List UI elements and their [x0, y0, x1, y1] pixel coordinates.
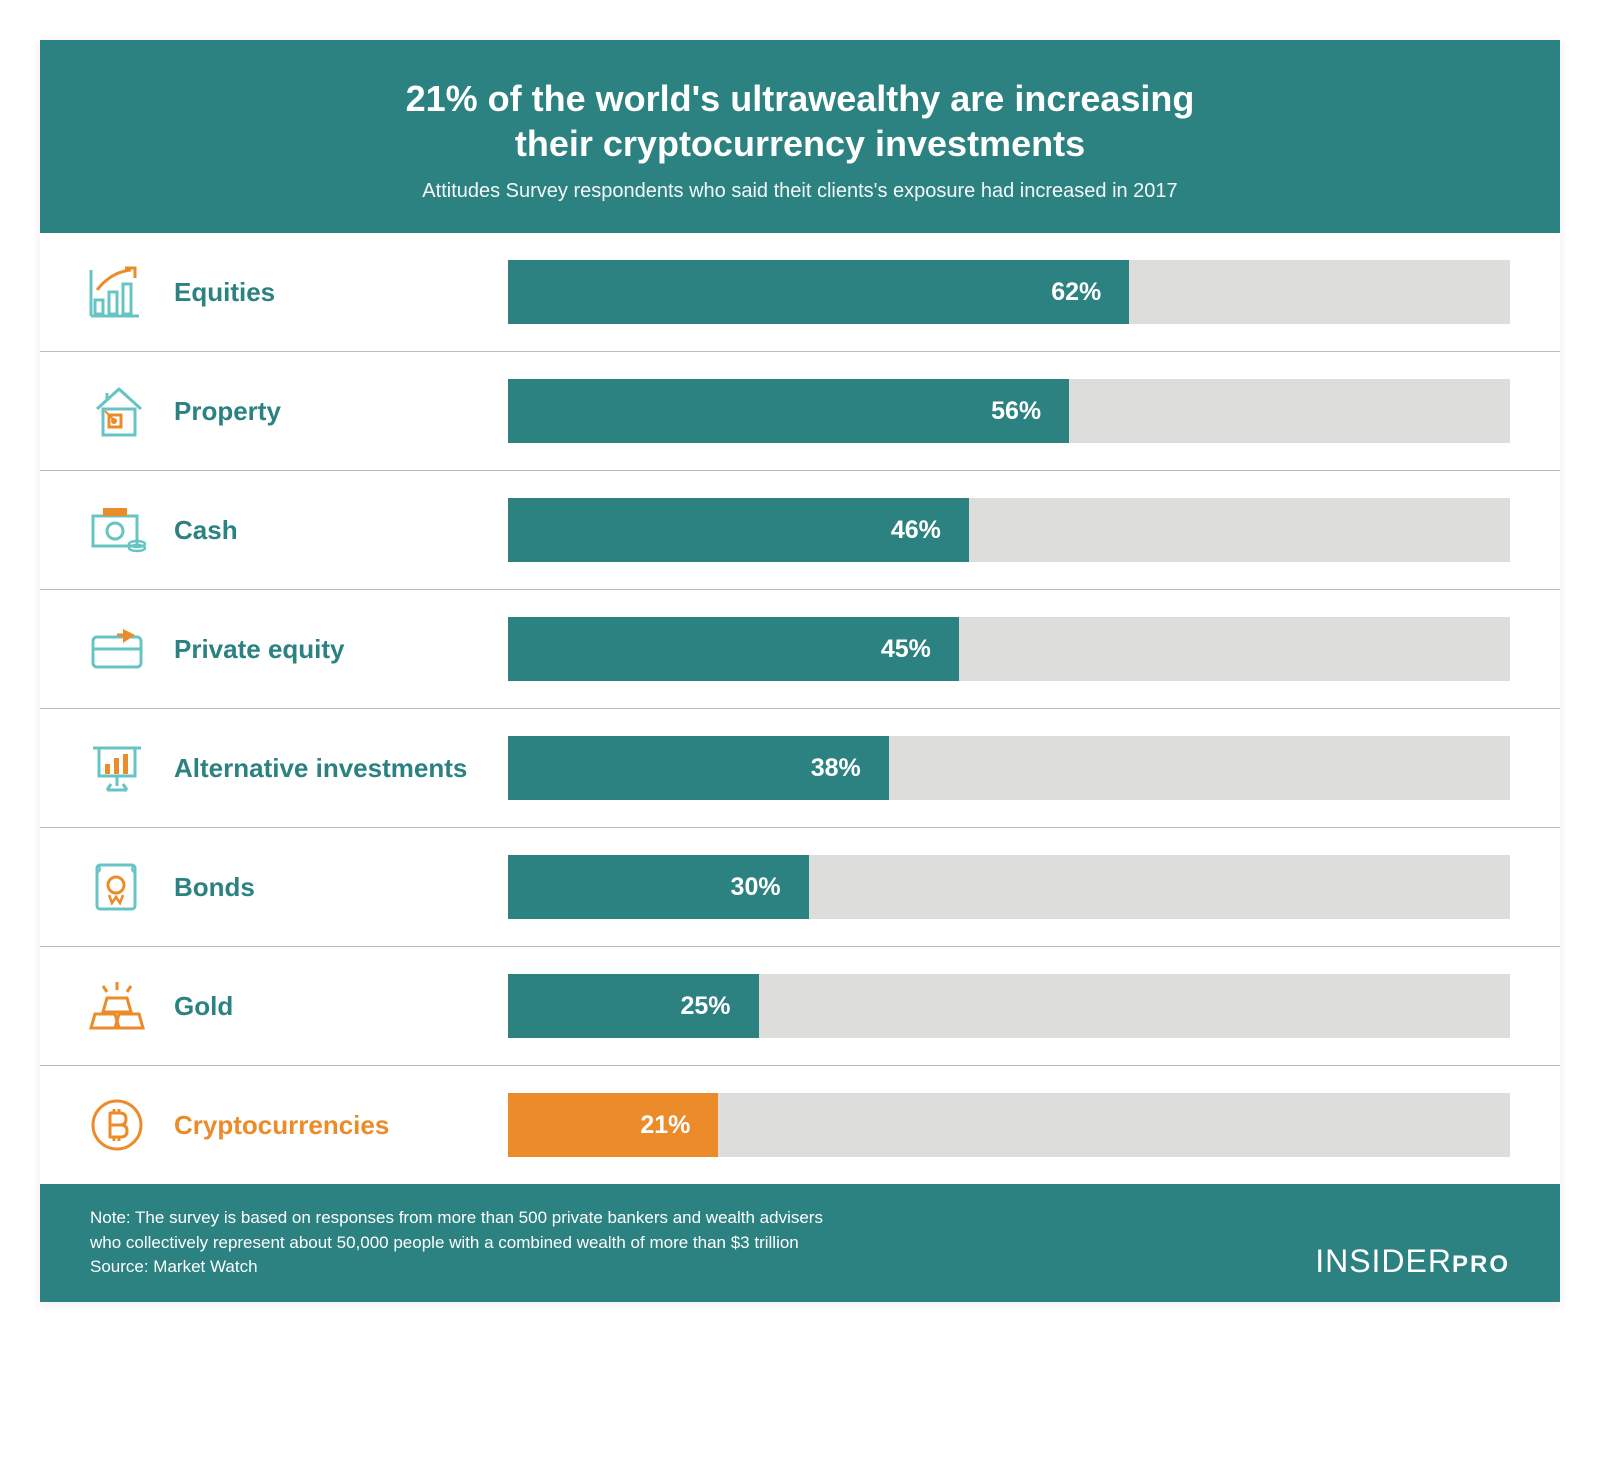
logo: INSIDERPRO: [1315, 1243, 1510, 1280]
crypto-icon: [80, 1090, 158, 1160]
row-bonds: Bonds 30%: [40, 828, 1560, 947]
chart-card: 21% of the world's ultrawealthy are incr…: [40, 40, 1560, 1302]
bar-track: 45%: [508, 617, 1510, 681]
bar-track: 56%: [508, 379, 1510, 443]
bar-fill-bonds: 30%: [508, 855, 809, 919]
chart-rows: Equities 62%: [40, 233, 1560, 1184]
bar-fill-equities: 62%: [508, 260, 1129, 324]
title-line-2: their cryptocurrency investments: [515, 123, 1085, 164]
row-alternative: Alternative investments 38%: [40, 709, 1560, 828]
chart-title: 21% of the world's ultrawealthy are incr…: [100, 76, 1500, 166]
logo-suffix: PRO: [1452, 1251, 1510, 1278]
row-property: Property 56%: [40, 352, 1560, 471]
row-crypto: Cryptocurrencies 21%: [40, 1066, 1560, 1184]
label-property: Property: [158, 396, 508, 427]
bar-track: 30%: [508, 855, 1510, 919]
bar-fill-alternative: 38%: [508, 736, 889, 800]
property-icon: [80, 376, 158, 446]
logo-main: INSIDER: [1315, 1243, 1452, 1279]
bar-track: 38%: [508, 736, 1510, 800]
private-equity-icon: [80, 614, 158, 684]
gold-icon: [80, 971, 158, 1041]
label-gold: Gold: [158, 991, 508, 1022]
chart-subtitle: Attitudes Survey respondents who said th…: [100, 180, 1500, 203]
bar-value-gold: 25%: [680, 992, 730, 1021]
bar-track: 46%: [508, 498, 1510, 562]
bar-value-property: 56%: [991, 397, 1041, 426]
bar-value-crypto: 21%: [640, 1111, 690, 1140]
equities-icon: [80, 257, 158, 327]
bar-fill-crypto: 21%: [508, 1093, 718, 1157]
row-equities: Equities 62%: [40, 233, 1560, 352]
cash-icon: [80, 495, 158, 565]
bar-value-private-equity: 45%: [881, 635, 931, 664]
bar-fill-gold: 25%: [508, 974, 759, 1038]
label-bonds: Bonds: [158, 872, 508, 903]
bar-track: 62%: [508, 260, 1510, 324]
alternative-icon: [80, 733, 158, 803]
chart-footer: Note: The survey is based on responses f…: [40, 1184, 1560, 1302]
bar-value-alternative: 38%: [811, 754, 861, 783]
chart-header: 21% of the world's ultrawealthy are incr…: [40, 40, 1560, 233]
bar-value-equities: 62%: [1051, 278, 1101, 307]
label-cash: Cash: [158, 515, 508, 546]
label-equities: Equities: [158, 277, 508, 308]
bar-value-bonds: 30%: [731, 873, 781, 902]
bar-fill-property: 56%: [508, 379, 1069, 443]
bar-track: 21%: [508, 1093, 1510, 1157]
title-line-1: 21% of the world's ultrawealthy are incr…: [406, 78, 1195, 119]
label-crypto: Cryptocurrencies: [158, 1110, 508, 1141]
note-line-2: who collectively represent about 50,000 …: [90, 1233, 799, 1252]
chart-container: 21% of the world's ultrawealthy are incr…: [0, 0, 1600, 1342]
row-cash: Cash 46%: [40, 471, 1560, 590]
bar-fill-private-equity: 45%: [508, 617, 959, 681]
footnote: Note: The survey is based on responses f…: [90, 1206, 823, 1280]
bar-track: 25%: [508, 974, 1510, 1038]
bar-value-cash: 46%: [891, 516, 941, 545]
row-private-equity: Private equity 45%: [40, 590, 1560, 709]
label-private-equity: Private equity: [158, 634, 508, 665]
source-text: Source: Market Watch: [90, 1257, 258, 1276]
bar-fill-cash: 46%: [508, 498, 969, 562]
bonds-icon: [80, 852, 158, 922]
note-line-1: Note: The survey is based on responses f…: [90, 1208, 823, 1227]
row-gold: Gold 25%: [40, 947, 1560, 1066]
label-alternative: Alternative investments: [158, 753, 508, 784]
